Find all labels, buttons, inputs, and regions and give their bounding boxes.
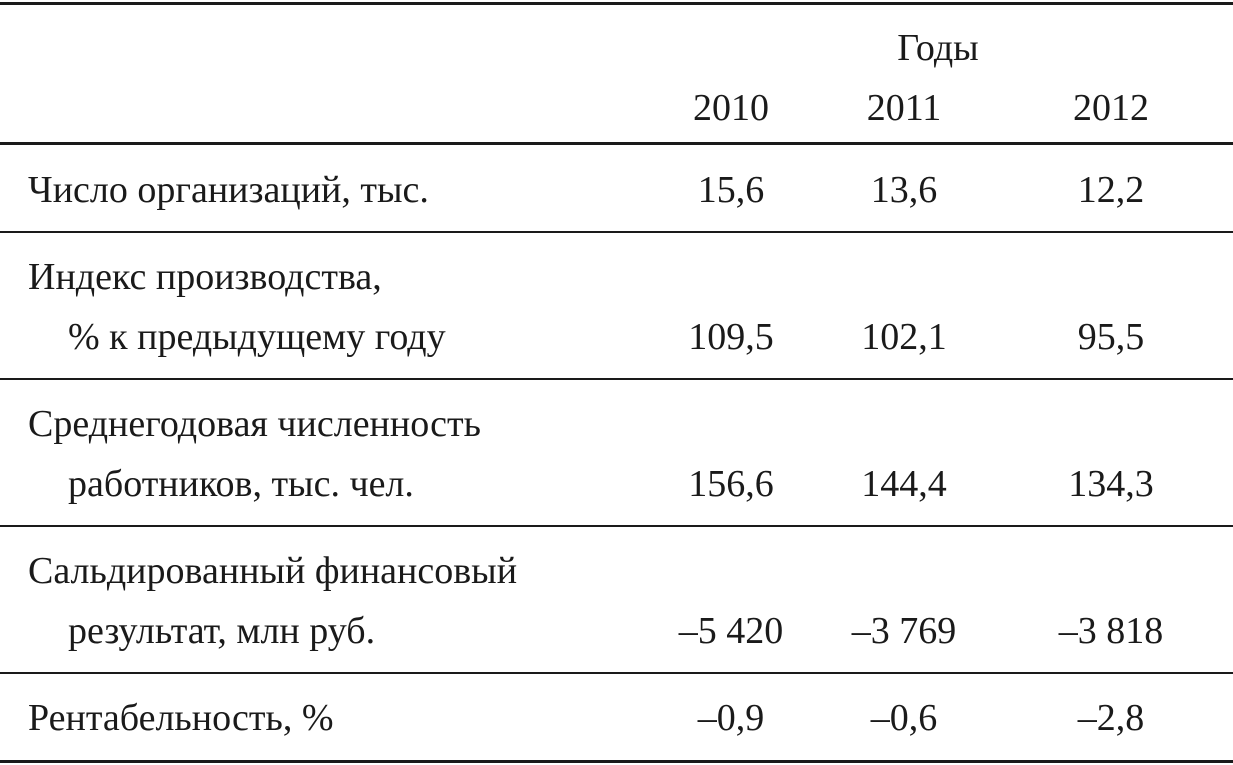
row-rule xyxy=(0,378,1233,380)
top-rule xyxy=(0,2,1233,5)
row-label: Число организаций, тыс. xyxy=(28,169,429,211)
cell-value: 134,3 xyxy=(1068,463,1154,505)
row-rule xyxy=(0,672,1233,674)
row-label: Рентабельность, % xyxy=(28,697,334,739)
cell-value: –3 818 xyxy=(1058,610,1164,652)
cell-value: 12,2 xyxy=(1077,169,1145,211)
row-rule xyxy=(0,231,1233,233)
year-header: 2012 xyxy=(1073,87,1149,129)
cell-value: 13,6 xyxy=(870,169,938,211)
year-header: 2011 xyxy=(866,87,942,129)
row-label: работников, тыс. чел. xyxy=(68,463,414,505)
row-label: Среднегодовая численность xyxy=(28,403,481,445)
row-label: Индекс производства, xyxy=(28,256,382,298)
row-label: % к предыдущему году xyxy=(68,316,446,358)
cell-value: –3 769 xyxy=(851,610,957,652)
cell-value: –2,8 xyxy=(1077,697,1145,739)
group-header: Годы xyxy=(897,27,979,69)
row-label: Сальдированный финансовый xyxy=(28,550,518,592)
cell-value: –0,6 xyxy=(870,697,938,739)
cell-value: –0,9 xyxy=(697,697,765,739)
bottom-rule xyxy=(0,760,1233,763)
row-label: результат, млн руб. xyxy=(68,610,376,652)
cell-value: –5 420 xyxy=(678,610,784,652)
cell-value: 15,6 xyxy=(697,169,765,211)
row-rule xyxy=(0,525,1233,527)
cell-value: 102,1 xyxy=(861,316,947,358)
year-header: 2010 xyxy=(693,87,769,129)
cell-value: 156,6 xyxy=(688,463,774,505)
header-rule xyxy=(0,142,1233,145)
cell-value: 95,5 xyxy=(1077,316,1145,358)
cell-value: 144,4 xyxy=(861,463,947,505)
cell-value: 109,5 xyxy=(688,316,774,358)
